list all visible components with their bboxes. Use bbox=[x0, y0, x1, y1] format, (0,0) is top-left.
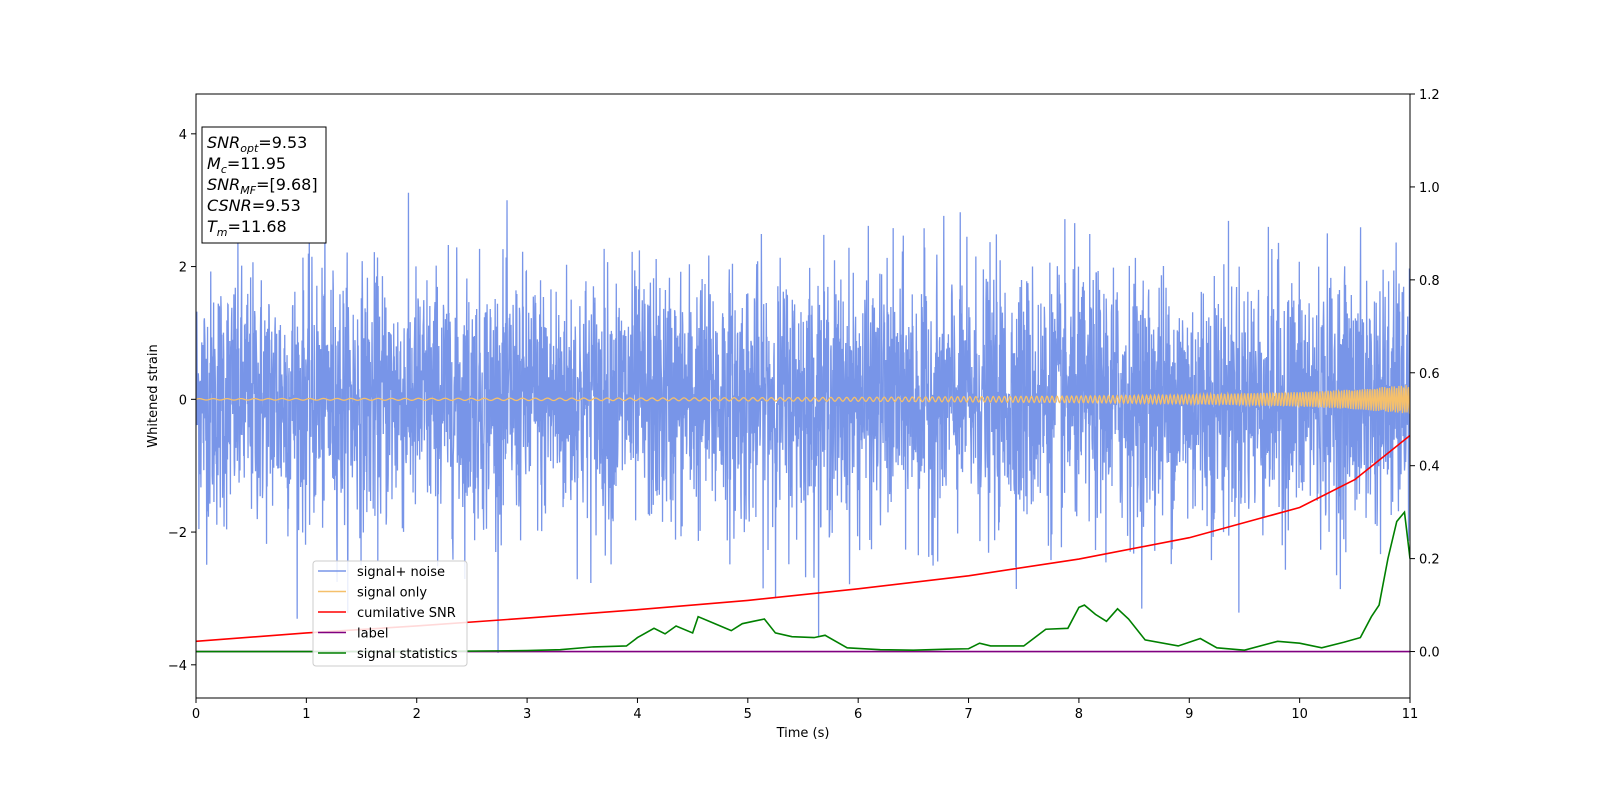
x-tick-label: 4 bbox=[633, 707, 641, 722]
info-box-frame bbox=[201, 126, 327, 244]
x-tick-label: 10 bbox=[1291, 707, 1308, 722]
y-right-tick-label: 1.2 bbox=[1419, 88, 1440, 103]
x-axis-label: Time (s) bbox=[776, 726, 830, 741]
x-tick-label: 5 bbox=[744, 707, 752, 722]
x-axis: 0 1 2 3 4 5 6 7 8 9 10 11 bbox=[192, 698, 1418, 722]
info-box: SNRopt=9.53Mc=11.95SNRMF=[9.68]CSNR=9.53… bbox=[201, 126, 327, 244]
x-tick-label: 7 bbox=[964, 707, 972, 722]
series-signal-only bbox=[196, 385, 1410, 414]
x-tick-label: 0 bbox=[192, 707, 200, 722]
x-tick-label: 11 bbox=[1402, 707, 1419, 722]
legend-label: label bbox=[357, 627, 388, 642]
y-right-tick-label: 0.4 bbox=[1419, 460, 1440, 475]
series-signal-statistics bbox=[196, 510, 1410, 653]
x-tick-label: 2 bbox=[413, 707, 421, 722]
y-left-tick-label: −2 bbox=[168, 526, 187, 541]
info-line: SNRopt=9.53 bbox=[207, 133, 307, 155]
x-tick-label: 6 bbox=[854, 707, 862, 722]
legend-label: signal only bbox=[357, 586, 427, 601]
y-axis-left: −4 −2 0 2 4 bbox=[168, 128, 196, 674]
y-left-tick-label: 4 bbox=[179, 128, 187, 143]
legend-label: signal+ noise bbox=[357, 565, 445, 580]
y-right-tick-label: 0.6 bbox=[1419, 367, 1440, 382]
y-right-tick-label: 0.2 bbox=[1419, 553, 1440, 568]
y-left-tick-label: 2 bbox=[179, 261, 187, 276]
y-axis-right: 0.0 0.2 0.4 0.6 0.8 1.0 1.2 bbox=[1410, 88, 1440, 661]
y-left-tick-label: 0 bbox=[179, 393, 187, 408]
legend: signal+ noise signal only cumilative SNR la… bbox=[312, 560, 468, 667]
info-line: CSNR=9.53 bbox=[207, 196, 301, 215]
y-right-tick-label: 0.8 bbox=[1419, 274, 1440, 289]
legend-label: cumilative SNR bbox=[357, 606, 456, 621]
y-axis-label: Whitened strain bbox=[146, 344, 161, 447]
info-line: Tm=11.68 bbox=[207, 217, 287, 239]
x-tick-label: 3 bbox=[523, 707, 531, 722]
x-tick-label: 9 bbox=[1185, 707, 1193, 722]
legend-label: signal statistics bbox=[357, 647, 458, 662]
info-line: Mc=11.95 bbox=[207, 154, 286, 176]
info-line: SNRMF=[9.68] bbox=[207, 175, 318, 197]
x-tick-label: 8 bbox=[1075, 707, 1083, 722]
legend-frame bbox=[312, 560, 468, 667]
y-right-tick-label: 1.0 bbox=[1419, 181, 1440, 196]
y-left-tick-label: −4 bbox=[168, 659, 187, 674]
plot-frame bbox=[195, 93, 1411, 699]
y-right-tick-label: 0.0 bbox=[1419, 646, 1440, 661]
x-tick-label: 1 bbox=[302, 707, 310, 722]
